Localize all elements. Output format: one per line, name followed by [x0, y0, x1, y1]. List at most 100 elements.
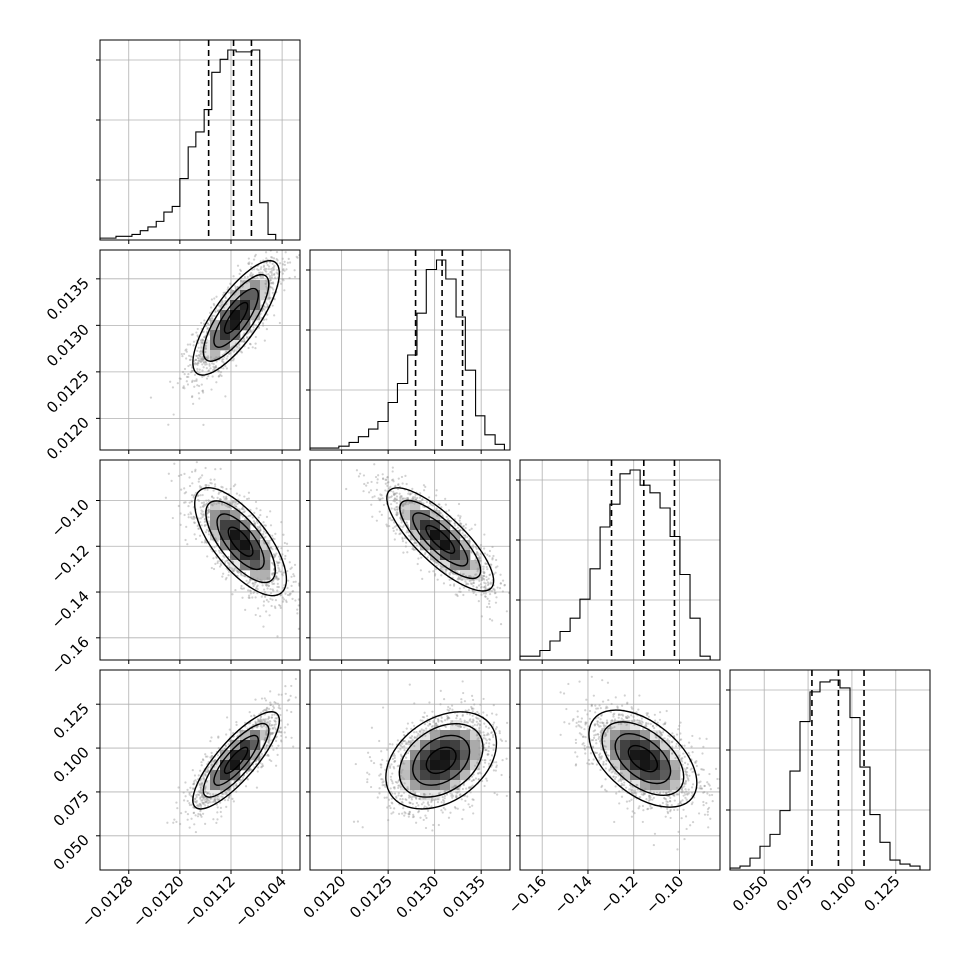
sample-point	[701, 752, 704, 755]
sample-point	[243, 340, 246, 343]
sample-point	[395, 528, 399, 531]
sample-point	[260, 720, 263, 723]
sample-point	[399, 517, 402, 520]
sample-point	[685, 766, 688, 770]
sample-point	[265, 706, 269, 709]
sample-point	[435, 508, 438, 512]
sample-point	[277, 577, 280, 580]
sample-point	[354, 762, 357, 766]
sample-point	[263, 697, 266, 700]
sample-point	[434, 573, 437, 576]
sample-point	[478, 555, 481, 558]
sample-point	[212, 760, 216, 763]
density-bin	[410, 740, 421, 751]
sample-point	[267, 740, 270, 743]
sample-point	[684, 793, 687, 796]
sample-point	[403, 782, 406, 785]
sample-point	[663, 737, 666, 740]
sample-point	[208, 524, 212, 527]
sample-point	[665, 791, 668, 794]
sample-point	[187, 372, 190, 376]
sample-point	[414, 791, 417, 794]
sample-point	[304, 572, 306, 574]
contour-line	[425, 746, 457, 775]
sample-point	[703, 790, 706, 794]
density-bin	[670, 750, 681, 761]
sample-point	[451, 793, 454, 796]
sample-point	[194, 363, 197, 366]
sample-point	[283, 731, 286, 734]
sample-point	[576, 715, 579, 718]
sample-point	[614, 765, 617, 768]
sample-point	[221, 748, 224, 752]
sample-point	[201, 758, 205, 761]
sample-point	[446, 708, 449, 711]
sample-point	[296, 256, 299, 259]
sample-point	[285, 268, 288, 271]
y-tick-label: −0.10	[48, 496, 93, 541]
sample-point	[270, 221, 272, 223]
sample-point	[384, 489, 387, 492]
sample-point	[397, 483, 400, 486]
sample-point	[656, 721, 659, 724]
sample-point	[270, 732, 274, 735]
sample-point	[488, 738, 491, 741]
sample-point	[619, 722, 622, 725]
sample-point	[196, 793, 199, 796]
sample-point	[410, 736, 413, 740]
sample-point	[484, 748, 487, 752]
density-bin	[610, 760, 621, 771]
sample-point	[244, 608, 247, 612]
sample-point	[201, 389, 204, 392]
sample-point	[660, 733, 663, 736]
sample-point	[415, 544, 419, 547]
sample-point	[477, 736, 480, 740]
sample-point	[201, 801, 204, 804]
sample-point	[468, 786, 472, 789]
sample-point	[655, 731, 658, 734]
sample-point	[214, 366, 218, 369]
sample-point	[474, 573, 477, 576]
sample-point	[469, 791, 472, 794]
sample-point	[201, 358, 205, 362]
sample-point	[444, 497, 447, 500]
sample-point	[270, 604, 273, 608]
sample-point	[406, 497, 410, 500]
sample-point	[253, 511, 256, 514]
sample-point	[195, 354, 199, 358]
sample-point	[489, 563, 492, 566]
sample-point	[373, 463, 376, 466]
density-bin	[250, 280, 261, 291]
sample-point	[495, 596, 498, 599]
sample-point	[279, 727, 282, 730]
sample-point	[384, 785, 387, 788]
sample-point	[219, 751, 222, 754]
sample-point	[197, 357, 200, 360]
sample-point	[678, 769, 681, 772]
sample-point	[202, 801, 206, 805]
sample-point	[243, 495, 246, 498]
sample-point	[199, 517, 203, 520]
sample-point	[259, 274, 263, 278]
sample-point	[412, 813, 415, 817]
sample-point	[211, 504, 214, 507]
sample-point	[485, 741, 488, 745]
sample-point	[219, 801, 222, 804]
sample-point	[199, 476, 202, 479]
sample-point	[393, 521, 396, 524]
sample-point	[220, 502, 223, 505]
sample-point	[205, 528, 209, 532]
sample-point	[477, 717, 480, 720]
sample-point	[389, 496, 392, 499]
y-tick-label: 0.0135	[43, 274, 93, 324]
sample-point	[370, 726, 374, 729]
sample-point	[279, 282, 283, 285]
sample-point	[212, 362, 215, 366]
sample-point	[592, 758, 595, 761]
sample-point	[240, 584, 243, 588]
sample-point	[196, 356, 199, 360]
sample-point	[687, 777, 690, 780]
sample-point	[195, 379, 198, 383]
contour-line	[213, 734, 259, 786]
sample-point	[247, 589, 250, 592]
